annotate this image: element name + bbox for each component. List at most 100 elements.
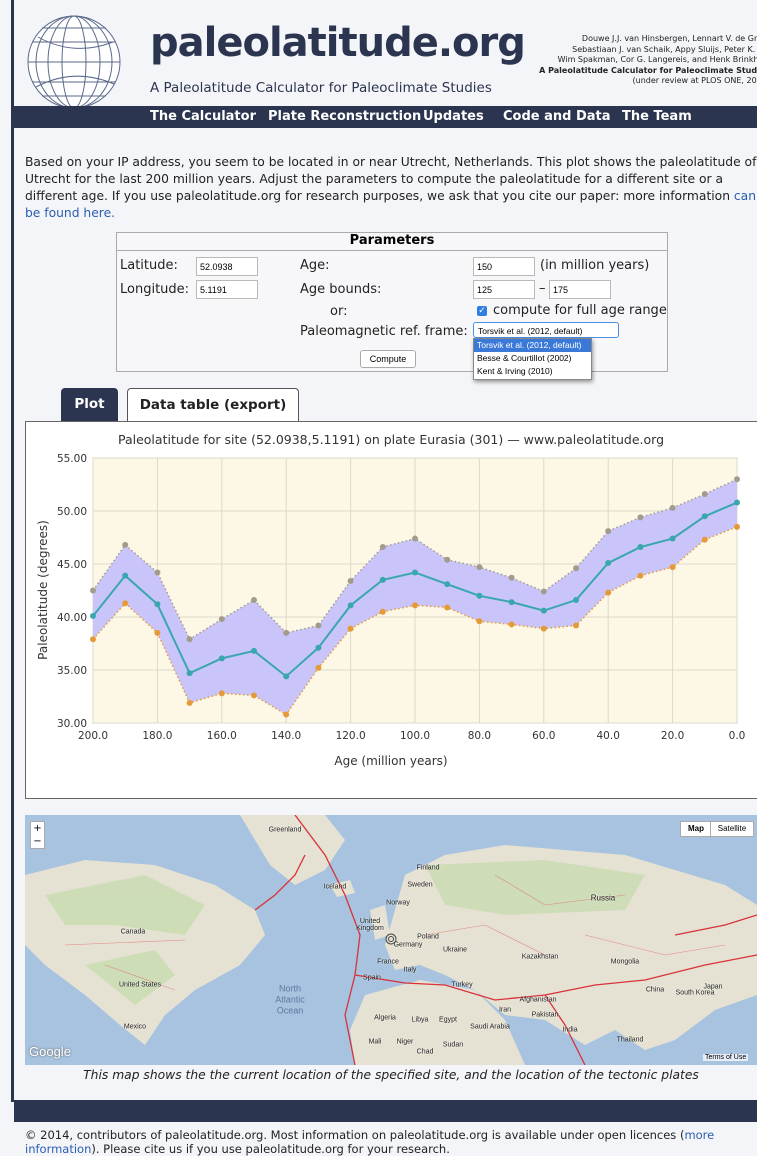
data-point [573,597,579,604]
map-caption: This map shows the the current location … [83,1068,699,1082]
data-point [540,588,547,595]
map-label: Sudan [442,1041,464,1049]
age-input[interactable]: 150 [473,257,535,276]
data-point [540,625,547,632]
data-point [251,692,257,699]
age-label: Age: [300,258,330,273]
map-label: Mali [368,1038,382,1046]
data-point [444,581,451,588]
data-point [412,569,418,576]
y-tick-label: 45.00 [57,559,87,571]
zoom-in[interactable]: + [33,823,42,834]
nav-item[interactable]: The Calculator [150,109,256,124]
data-point [701,513,708,520]
longitude-input[interactable]: 5.1191 [196,280,258,299]
tab-data-table[interactable]: Data table (export) [127,388,299,422]
map-button[interactable]: Map [680,821,712,837]
x-tick-label: 200.0 [78,730,108,742]
intro-link[interactable]: can be found here. [25,189,757,220]
globe-logo [27,15,121,109]
x-tick-label: 20.0 [661,730,684,742]
map-label: Algeria [374,1014,396,1022]
footer-link[interactable]: more information [25,1128,715,1156]
data-point [122,600,129,607]
data-point [573,622,579,629]
frame-option[interactable]: Kent & Irving (2010) [477,366,553,376]
data-point [412,602,418,609]
checkbox[interactable]: ✓ [477,306,487,316]
map-label: Saudi Arabia [470,1023,510,1031]
map-label: Pakistan [531,1011,559,1019]
left-border [11,0,14,1102]
parameters-title: Parameters [116,233,668,251]
data-point [315,644,322,651]
intro-text: Based on your IP address, you seem to be… [25,155,757,203]
data-point [186,699,193,706]
x-tick-label: 40.0 [597,730,620,742]
data-point [379,576,386,583]
latitude-label: Latitude: [120,258,178,273]
data-point [412,535,418,542]
data-point [315,664,322,671]
data-point [186,670,193,677]
tab-plot[interactable]: Plot [61,388,118,421]
map-label: Thailand [616,1036,644,1044]
x-tick-label: 0.0 [729,730,746,742]
data-point [476,618,483,625]
data-point [637,544,644,551]
data-point [701,536,708,543]
data-point [122,572,129,579]
data-point [283,673,290,680]
map-label: United States [118,981,162,989]
data-point [444,556,451,563]
intro: Based on your IP address, you seem to be… [25,154,757,222]
data-point [734,476,740,483]
chart: Paleolatitude for site (52.0938,5.1191) … [36,432,746,768]
map[interactable]: + − Map Satellite Google Terms of Use Gr… [25,815,757,1065]
data-point [379,544,386,551]
bound-low-input[interactable]: 125 [473,280,535,299]
full-range-label: compute for full age range [493,303,667,318]
site-title: paleolatitude.org [150,20,526,66]
map-label: Mexico [123,1023,147,1031]
frame-option[interactable]: Besse & Courtillot (2002) [477,353,572,363]
data-point [154,601,161,608]
map-label: Russia [590,893,616,903]
data-point [186,636,193,643]
nav-item[interactable]: Code and Data [503,109,611,124]
map-label: Egypt [439,1016,457,1024]
data-point [734,499,740,506]
bounds-label: Age bounds: [300,282,382,297]
data-point [476,592,483,599]
data-point [573,565,579,572]
satellite-button[interactable]: Satellite [710,821,754,837]
data-point [476,564,483,571]
map-label: United Kingdom [356,918,384,932]
frame-select[interactable]: Torsvik et al. (2012, default) [473,322,619,338]
frame-option[interactable]: Torsvik et al. (2012, default) [474,339,591,352]
nav-item[interactable]: The Team [622,109,692,124]
nav-item[interactable]: Plate Reconstruction [268,109,422,124]
data-point [90,612,96,619]
latitude-input[interactable]: 52.0938 [196,257,258,276]
map-label: Iran [498,1006,512,1014]
bound-high-input[interactable]: 175 [549,280,611,299]
y-tick-label: 40.00 [57,612,87,624]
data-point [90,636,96,643]
data-point [605,559,612,566]
zoom-out[interactable]: − [33,836,42,847]
data-point [283,629,290,636]
map-label: North Atlantic Ocean [275,983,305,1016]
data-point [218,616,225,623]
map-label: Norway [386,899,410,907]
map-label: China [645,986,665,994]
nav-item[interactable]: Updates [423,109,484,124]
data-point [540,607,547,614]
footer-text: if you use paleolatitude.org for your re… [182,1142,450,1156]
terms-link[interactable]: Terms of Use [703,1054,749,1061]
x-tick-label: 160.0 [207,730,237,742]
data-point [508,599,515,606]
data-point [669,504,676,511]
compute-button[interactable]: Compute [360,350,416,368]
